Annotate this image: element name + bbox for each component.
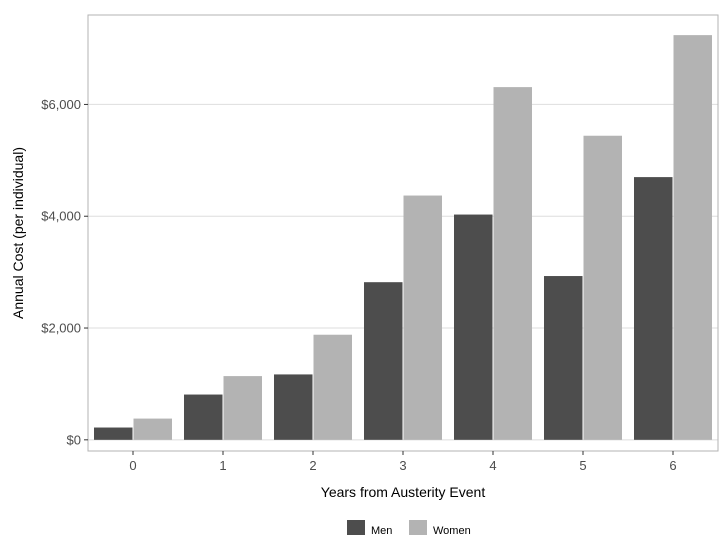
y-axis-title: Annual Cost (per individual)	[10, 147, 26, 319]
bar-men-6	[634, 177, 673, 440]
bar-women-6	[673, 35, 712, 440]
bars	[94, 35, 712, 440]
x-tick-label: 0	[129, 458, 136, 473]
legend-label-men: Men	[371, 525, 392, 535]
bar-women-1	[223, 376, 262, 440]
x-tick-label: 6	[669, 458, 676, 473]
bar-women-3	[403, 195, 442, 440]
x-tick-label: 2	[309, 458, 316, 473]
x-axis-title: Years from Austerity Event	[321, 484, 486, 500]
y-tick-label: $0	[67, 432, 81, 447]
y-tick-label: $6,000	[41, 97, 81, 112]
bar-women-2	[313, 334, 352, 440]
bar-women-5	[583, 135, 622, 440]
plot-panel	[88, 15, 718, 451]
bar-men-2	[274, 374, 313, 440]
x-tick-label: 5	[579, 458, 586, 473]
legend-swatch-men	[347, 520, 365, 535]
y-axis: $0 $2,000 $4,000 $6,000	[41, 97, 88, 447]
x-tick-label: 3	[399, 458, 406, 473]
x-tick-label: 1	[219, 458, 226, 473]
bar-women-4	[493, 87, 532, 440]
x-axis: 0 1 2 3 4 5 6	[129, 451, 677, 473]
bar-men-5	[544, 276, 583, 440]
bar-men-0	[94, 427, 133, 440]
legend-label-women: Women	[433, 525, 471, 535]
bar-men-3	[364, 282, 403, 440]
bar-women-0	[133, 418, 172, 440]
x-tick-label: 4	[489, 458, 496, 473]
y-tick-label: $2,000	[41, 321, 81, 336]
legend-swatch-women	[409, 520, 427, 535]
y-tick-label: $4,000	[41, 209, 81, 224]
bar-men-1	[184, 394, 223, 440]
legend: Men Women	[347, 520, 471, 535]
bar-men-4	[454, 214, 493, 440]
